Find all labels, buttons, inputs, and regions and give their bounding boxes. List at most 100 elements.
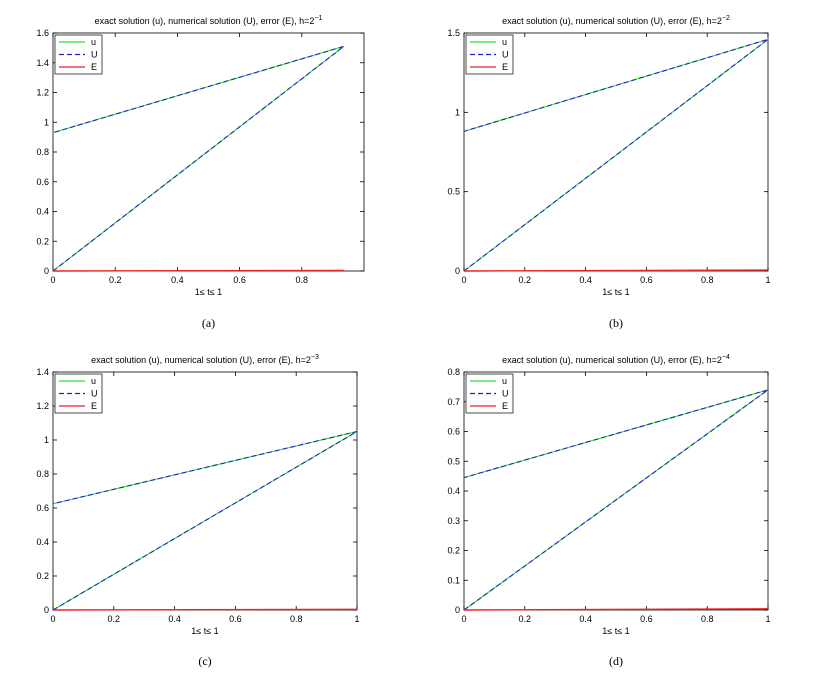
y-tick-label: 0.8 [36,469,49,479]
y-tick-label: 0.4 [36,207,49,217]
chart-title-exponent: −3 [311,354,319,361]
legend-label-U: U [502,389,509,399]
y-tick-label: 0 [455,605,460,615]
x-tick-label: 0.2 [109,275,122,285]
legend: uUE [465,34,514,75]
series-line-U [463,38,769,272]
x-tick-label: 0 [50,275,55,285]
x-tick-label: 0.2 [108,614,121,624]
x-tick-label: 0.8 [290,614,303,624]
chart-panel-1: exact solution (u), numerical solution (… [36,15,365,330]
y-tick-label: 1 [44,435,49,445]
y-tick-label: 1.4 [36,367,49,377]
chart-title: exact solution (u), numerical solution (… [91,354,319,365]
y-tick-label: 0.3 [447,516,460,526]
legend-label-E: E [502,62,508,72]
x-tick-label: 1 [765,275,770,285]
legend: uUE [54,34,103,75]
chart-title-main: exact solution (u), numerical solution (… [502,16,722,26]
plot-area [463,371,769,611]
x-tick-label: 0.6 [640,275,653,285]
x-axis-label: 1≤ t≤ 1 [191,626,218,636]
y-tick-label: 0.1 [447,575,460,585]
legend-label-U: U [91,50,98,60]
y-tick-label: 0 [455,266,460,276]
chart-title-exponent: −4 [722,354,730,361]
x-tick-label: 0.2 [519,614,532,624]
legend-label-u: u [502,37,507,47]
y-tick-label: 0.4 [36,537,49,547]
y-tick-label: 1.4 [36,58,49,68]
panel-caption: (d) [609,654,623,668]
chart-title: exact solution (u), numerical solution (… [502,15,730,26]
y-tick-label: 1.2 [36,401,49,411]
y-tick-label: 0.5 [447,456,460,466]
y-tick-label: 0.8 [36,147,49,157]
x-tick-label: 0 [461,275,466,285]
series-line-E [463,269,769,272]
y-tick-label: 1 [44,117,49,127]
series-line-E [52,608,358,611]
legend-label-U: U [502,50,509,60]
x-tick-label: 0.4 [579,614,592,624]
chart-title-main: exact solution (u), numerical solution (… [502,355,722,365]
chart-title-exponent: −1 [314,15,322,22]
y-tick-label: 1 [455,107,460,117]
y-tick-label: 0.6 [36,177,49,187]
series-line-U [52,45,345,272]
y-tick-label: 0 [44,605,49,615]
x-tick-label: 0 [461,614,466,624]
y-tick-label: 1.2 [36,88,49,98]
y-tick-label: 1.6 [36,28,49,38]
panel-caption: (b) [609,316,623,330]
y-tick-label: 0.7 [447,397,460,407]
y-tick-label: 0.5 [447,187,460,197]
y-tick-label: 0 [44,266,49,276]
series-line-E [52,269,344,272]
y-tick-label: 0.2 [36,236,49,246]
x-tick-label: 0.8 [701,614,714,624]
y-tick-label: 1.5 [447,28,460,38]
legend-label-E: E [91,62,97,72]
x-axis-label: 1≤ t≤ 1 [195,287,222,297]
x-tick-label: 0.6 [640,614,653,624]
legend-label-E: E [502,401,508,411]
x-tick-label: 0 [50,614,55,624]
legend: uUE [54,373,103,414]
x-axis-label: 1≤ t≤ 1 [602,287,629,297]
x-tick-label: 0.2 [519,275,532,285]
x-tick-label: 0.6 [233,275,246,285]
y-tick-label: 0.2 [447,546,460,556]
y-tick-label: 0.4 [447,486,460,496]
x-tick-label: 0.8 [296,275,309,285]
plot-area [52,371,358,611]
chart-panel-2: exact solution (u), numerical solution (… [447,15,770,330]
y-tick-label: 0.2 [36,571,49,581]
legend-label-E: E [91,401,97,411]
series-line-U [52,430,358,611]
series-line-U [463,389,769,611]
x-axis-label: 1≤ t≤ 1 [602,626,629,636]
x-tick-label: 1 [354,614,359,624]
chart-title: exact solution (u), numerical solution (… [502,354,730,365]
x-tick-label: 0.4 [168,614,181,624]
chart-title-main: exact solution (u), numerical solution (… [91,355,311,365]
x-tick-label: 0.4 [579,275,592,285]
legend-label-u: u [502,376,507,386]
chart-title-main: exact solution (u), numerical solution (… [95,16,315,26]
panel-caption: (a) [202,316,215,330]
x-tick-label: 0.6 [229,614,242,624]
y-tick-label: 0.6 [36,503,49,513]
legend-label-u: u [91,37,96,47]
panel-caption: (c) [198,654,211,668]
x-tick-label: 0.8 [701,275,714,285]
legend-label-u: u [91,376,96,386]
chart-title: exact solution (u), numerical solution (… [95,15,323,26]
plot-area [463,32,769,272]
chart-panel-3: exact solution (u), numerical solution (… [36,354,359,668]
y-tick-label: 0.6 [447,427,460,437]
legend: uUE [465,373,514,414]
x-tick-label: 0.4 [171,275,184,285]
chart-panel-4: exact solution (u), numerical solution (… [447,354,770,668]
